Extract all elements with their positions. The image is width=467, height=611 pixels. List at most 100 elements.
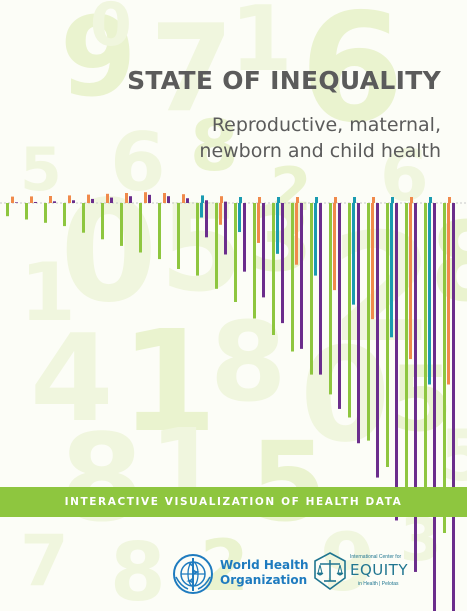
decor-bar-purple-down [376,203,379,478]
decor-bar-accent [106,193,109,203]
decor-bar-green [120,203,123,246]
decor-bar-purple-down [395,203,398,521]
decor-bar-accent [334,197,337,203]
decor-bar-purple-up [129,196,132,203]
decor-bar-purple-down [224,203,227,255]
decor-bar-purple-up [205,200,208,203]
decor-bar-green [63,203,66,227]
background-digit: 7 [150,0,234,139]
decor-bar-green [6,203,9,217]
decor-bar-accent-down [219,203,222,225]
decor-bar-green [234,203,237,302]
decor-bar-green [253,203,256,319]
decor-bar-accent [372,197,375,203]
decor-bar-green [443,203,446,533]
decor-bar-purple-down [433,203,436,611]
decor-bar-green [101,203,104,240]
decor-bar-green [215,203,218,289]
decor-bar-accent [87,194,90,203]
background-digit: 0 [90,0,132,60]
decor-bar-accent [277,197,280,203]
background-digit: 2 [200,525,249,607]
decor-bar-accent [410,197,413,203]
decor-bar-accent-down [238,203,241,233]
decor-bar-green [158,203,161,260]
decor-bar-purple-up [72,200,75,203]
decor-bar-accent-down [276,203,279,254]
decor-bar-accent [429,197,432,203]
decor-bar-purple-up [53,201,56,203]
decor-bar-purple-down [357,203,360,444]
decor-bar-purple-up [167,196,170,203]
decor-bar-accent [258,197,261,203]
decor-bar-accent [448,197,451,203]
decor-bar-purple-up [34,201,37,203]
background-digit: 0 [300,319,390,471]
decor-bar-accent [125,193,128,203]
equity-tagline: in Health | Pelotas [358,581,399,587]
decor-bar-green [291,203,294,352]
decor-bar-purple-down [205,203,208,238]
decor-bar-accent [182,194,185,203]
decor-bar-accent-down [409,203,412,360]
background-digit: 4 [30,310,114,449]
who-logo: World Health Organization [172,553,309,595]
decor-bar-accent-down [352,203,355,305]
who-name-line-2: Organization [220,573,308,587]
equity-scale-icon [314,552,346,590]
decor-bar-accent-down [257,203,260,243]
decor-bar-purple-down [262,203,265,298]
decor-bar-purple-up [148,194,151,203]
background-digit: 9 [60,0,137,121]
decor-bar-green [44,203,47,223]
background-digit: 6 [300,0,404,156]
who-wordmark: World Health Organization [220,558,309,588]
background-digit: 5 [20,135,62,205]
decor-bar-green [367,203,370,441]
background-digit: 8 [190,105,239,187]
report-title: STATE OF INEQUALITY [127,66,441,95]
decor-bar-green [405,203,408,494]
decor-bar-green [272,203,275,335]
decor-bar-green [310,203,313,375]
decor-bar-green [177,203,180,269]
decor-bar-purple-up [15,202,18,203]
decor-bar-accent [220,196,223,203]
decor-bar-accent [391,197,394,203]
background-digit: 1 [230,0,293,92]
decor-bar-purple-down [414,203,417,572]
background-digit: 5 [390,347,453,452]
decor-bar-accent-down [200,203,203,218]
decor-bar-accent [144,192,147,203]
decor-bar-purple-up [224,201,227,203]
decor-bar-purple-down [300,203,303,349]
decor-bar-accent-down [447,203,450,385]
background-digit: 1 [120,301,217,464]
equity-center-logo: International Center for EQUITY in Healt… [312,547,416,597]
decor-bar-purple-up [110,197,113,203]
decor-bar-accent [353,197,356,203]
decor-bar-green [424,203,427,517]
who-name-line-1: World Health [220,558,309,572]
background-digit: 8 [110,526,166,611]
decor-bar-green [386,203,389,467]
decor-bar-accent-down [390,203,393,338]
decor-bar-accent [30,196,33,203]
background-digit: 8 [60,410,144,549]
decor-bar-green [25,203,28,220]
decor-bar-green [329,203,332,395]
decor-bar-green [82,203,85,233]
decor-bar-accent-down [295,203,298,265]
decor-bar-green [348,203,351,418]
decor-bar-accent [49,196,52,203]
decor-bar-purple-down [452,203,455,611]
decor-bar-accent [68,195,71,203]
decor-bar-purple-up [91,198,94,203]
subtitle-line-1: Reproductive, maternal, [211,114,441,136]
decor-bar-accent [201,195,204,203]
background-digit: 7 [20,520,69,602]
subtitle-line-2: newborn and child health [199,140,441,162]
decor-bar-accent [239,197,242,203]
